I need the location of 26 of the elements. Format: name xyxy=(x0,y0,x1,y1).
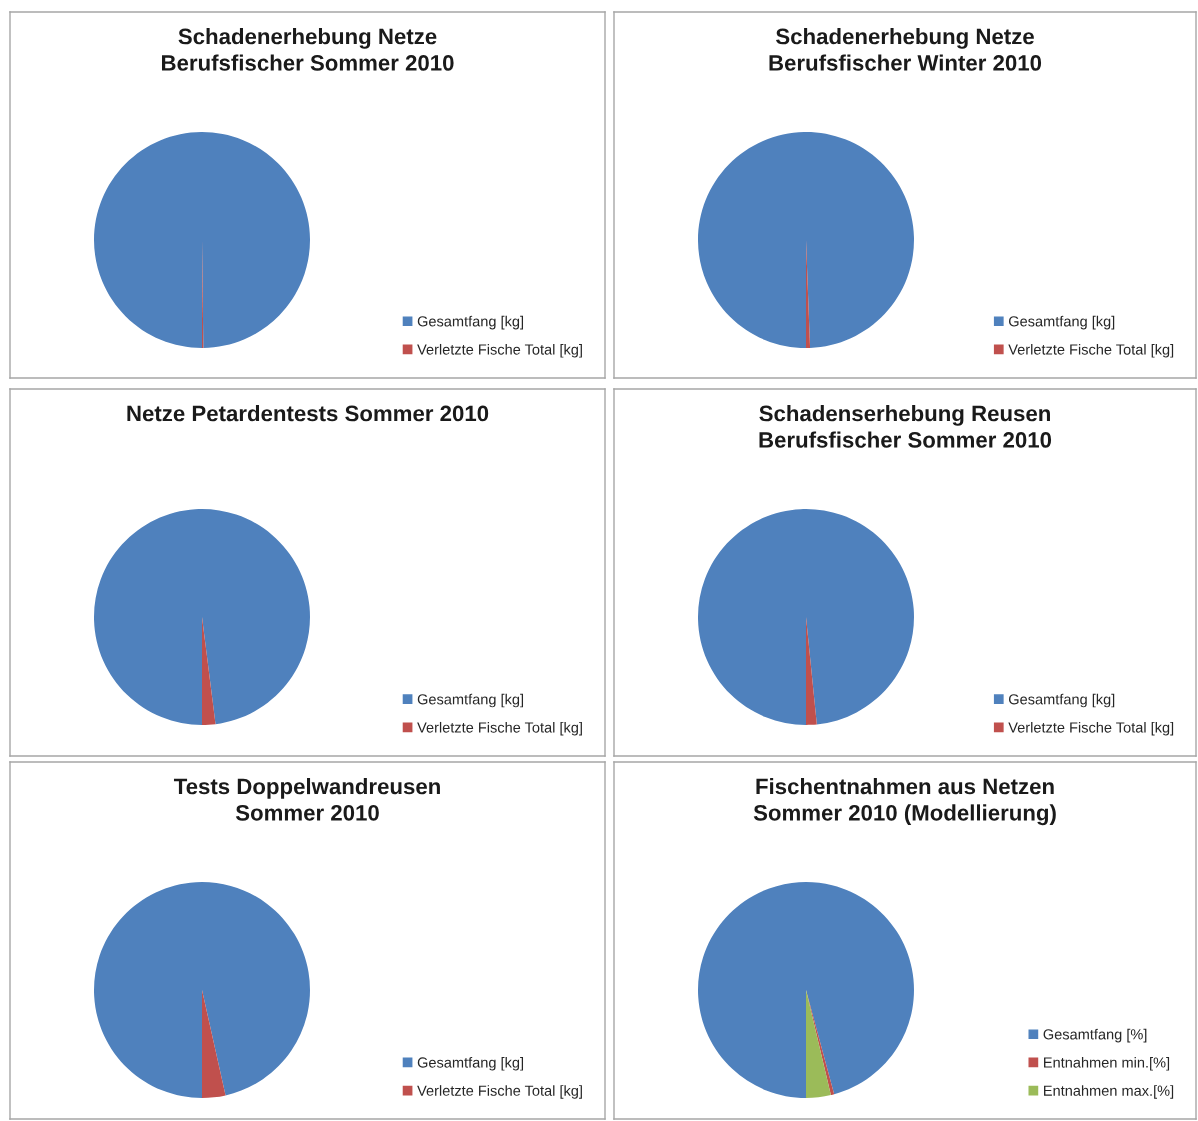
chart-title: Netze Petardentests Sommer 2010 xyxy=(127,405,489,422)
pie-slice xyxy=(94,882,310,1098)
chart-title: Schadenerhebung Netze Berufsfischer Sommer 2010 xyxy=(162,28,454,71)
legend-label: Gesamtfang [kg] xyxy=(417,1056,524,1071)
legend-label: Verletzte Fische Total [kg] xyxy=(417,343,582,358)
legend-label: Entnahmen min.[%] xyxy=(1044,1056,1170,1071)
legend-label: Gesamtfang [kg] xyxy=(417,315,524,330)
pie-slice xyxy=(698,132,914,348)
pie-slice xyxy=(202,990,226,1098)
pie-slice xyxy=(698,509,914,725)
pie-slice xyxy=(94,509,310,725)
chart-title: Fischentnahmen aus Netzen Sommer 2010 (Modellierung) xyxy=(753,778,1056,826)
pie-slice xyxy=(94,132,310,348)
pie-slice xyxy=(698,882,914,1098)
legend-label: Gesamtfang [%] xyxy=(1043,1028,1147,1043)
legend-label: Gesamtfang [kg] xyxy=(417,693,524,708)
legend-label: Entnahmen max.[%] xyxy=(1044,1085,1174,1099)
legend-label: Verletzte Fische Total [kg] xyxy=(1008,343,1174,358)
chart-title: Schadenserhebung Reusen Berufsfischer Sommer 2010 xyxy=(759,405,1052,448)
legend-label: Gesamtfang [kg] xyxy=(1008,693,1115,708)
chart-title: Tests Doppelwandreusen Sommer 2010 xyxy=(173,778,440,821)
chart-title: Schadenerhebung Netze Berufsfischer Winter 2010 xyxy=(769,28,1042,71)
legend-label: Gesamtfang [kg] xyxy=(1008,315,1115,330)
legend-label: Verletzte Fische Total [kg] xyxy=(1008,721,1174,736)
legend-label: Verletzte Fische Total [kg] xyxy=(417,721,582,736)
legend-label: Verletzte Fische Total [kg] xyxy=(417,1085,582,1099)
